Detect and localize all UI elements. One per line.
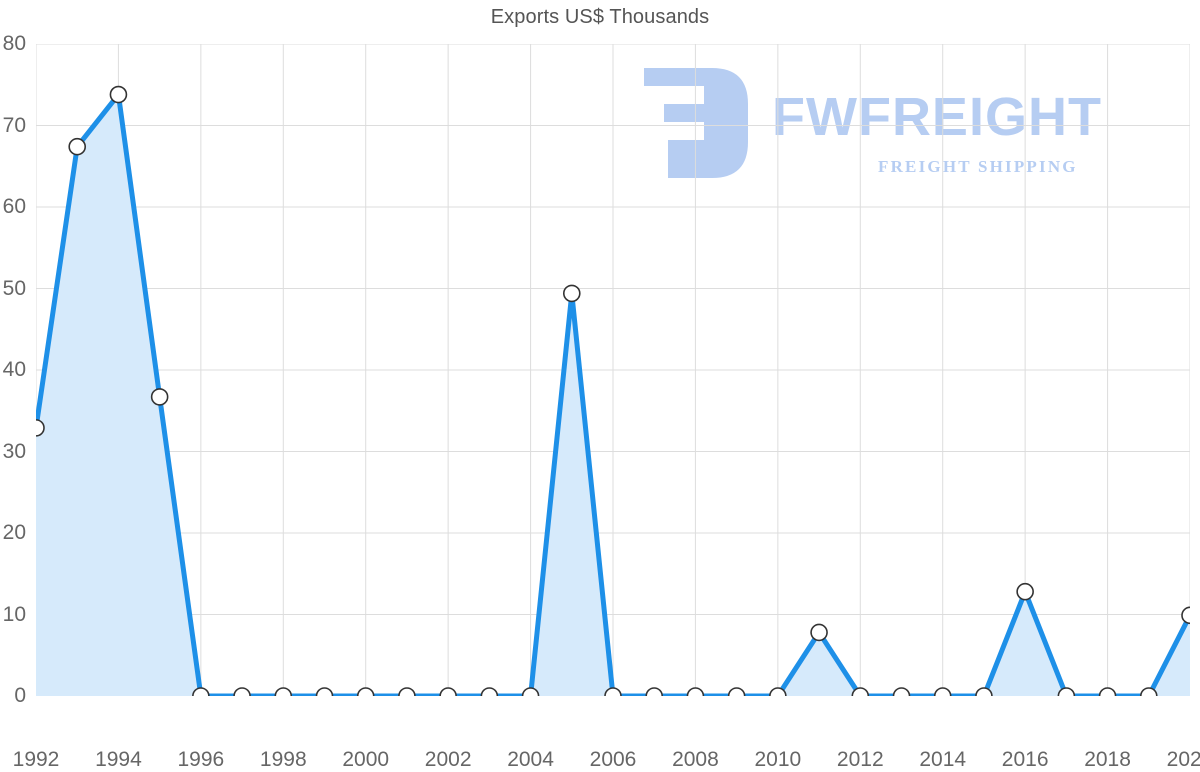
data-point-marker[interactable] [851,687,870,696]
x-axis-tick-label: 2004 [507,748,554,771]
data-point-marker[interactable] [810,623,828,642]
data-point-marker[interactable] [1181,606,1190,625]
data-point-marker[interactable] [1139,687,1158,696]
x-axis-tick-label: 1996 [177,748,225,771]
x-axis-tick-label: 1998 [259,748,307,771]
data-point-marker[interactable] [356,687,375,696]
chart-title: Exports US$ Thousands [490,6,710,28]
series-markers [36,85,1190,696]
data-point-marker[interactable] [315,687,334,696]
data-point-marker[interactable] [604,687,622,696]
data-point-marker[interactable] [1057,687,1076,696]
data-point-marker[interactable] [975,687,993,696]
chart-svg [36,44,1190,696]
data-point-marker[interactable] [398,687,416,696]
data-point-marker[interactable] [892,687,911,696]
x-axis-tick-label: 2012 [836,748,884,771]
y-axis-tick-label: 80 [2,32,26,55]
x-axis-tick-label: 2016 [1001,748,1049,771]
data-point-marker[interactable] [480,687,499,696]
data-point-marker[interactable] [686,687,705,696]
y-axis-tick-label: 60 [2,195,26,218]
y-axis-tick-label: 0 [14,684,26,707]
y-axis-tick-label: 20 [2,521,26,544]
y-axis-tick-label: 10 [2,602,26,626]
data-point-marker[interactable] [439,687,457,696]
data-point-marker[interactable] [727,687,746,696]
data-point-marker[interactable] [192,687,210,696]
x-axis-tick-label: 2020 [1166,748,1200,771]
y-axis-tick-label: 70 [2,113,26,137]
y-axis-tick-label: 50 [2,276,26,300]
data-point-marker[interactable] [36,419,45,437]
x-axis-tick-label: 1994 [95,748,142,771]
x-axis-tick-label: 2014 [919,748,967,771]
x-axis-tick-label: 2010 [754,748,802,771]
data-point-marker[interactable] [274,687,293,696]
data-point-marker[interactable] [1016,582,1034,601]
data-point-marker[interactable] [521,687,540,696]
data-point-marker[interactable] [68,137,87,156]
data-point-marker[interactable] [645,687,664,696]
data-point-marker[interactable] [562,284,581,303]
x-axis-tick-label: 2006 [589,748,637,771]
y-axis-tick-label: 40 [2,358,26,381]
data-point-marker[interactable] [769,687,787,696]
data-point-marker[interactable] [933,687,952,696]
x-axis-tick-label: 2000 [342,748,390,771]
x-axis-tick-label: 2018 [1084,748,1131,771]
y-axis-tick-label: 30 [2,439,26,463]
plot-area: 0 10 20 30 40 50 60 70 80 1992 1994 1996 1998 2000 20… [3,32,1200,771]
series-line [36,92,1190,696]
x-axis-tick-label: 2002 [424,748,472,771]
x-axis-tick-label: 1992 [12,748,60,771]
data-point-marker[interactable] [1098,687,1117,696]
data-point-marker[interactable] [150,388,169,406]
x-axis-tick-label: 2008 [672,748,719,771]
series-area-fill [36,94,1190,696]
data-point-marker[interactable] [109,85,128,104]
data-point-marker[interactable] [233,687,251,696]
